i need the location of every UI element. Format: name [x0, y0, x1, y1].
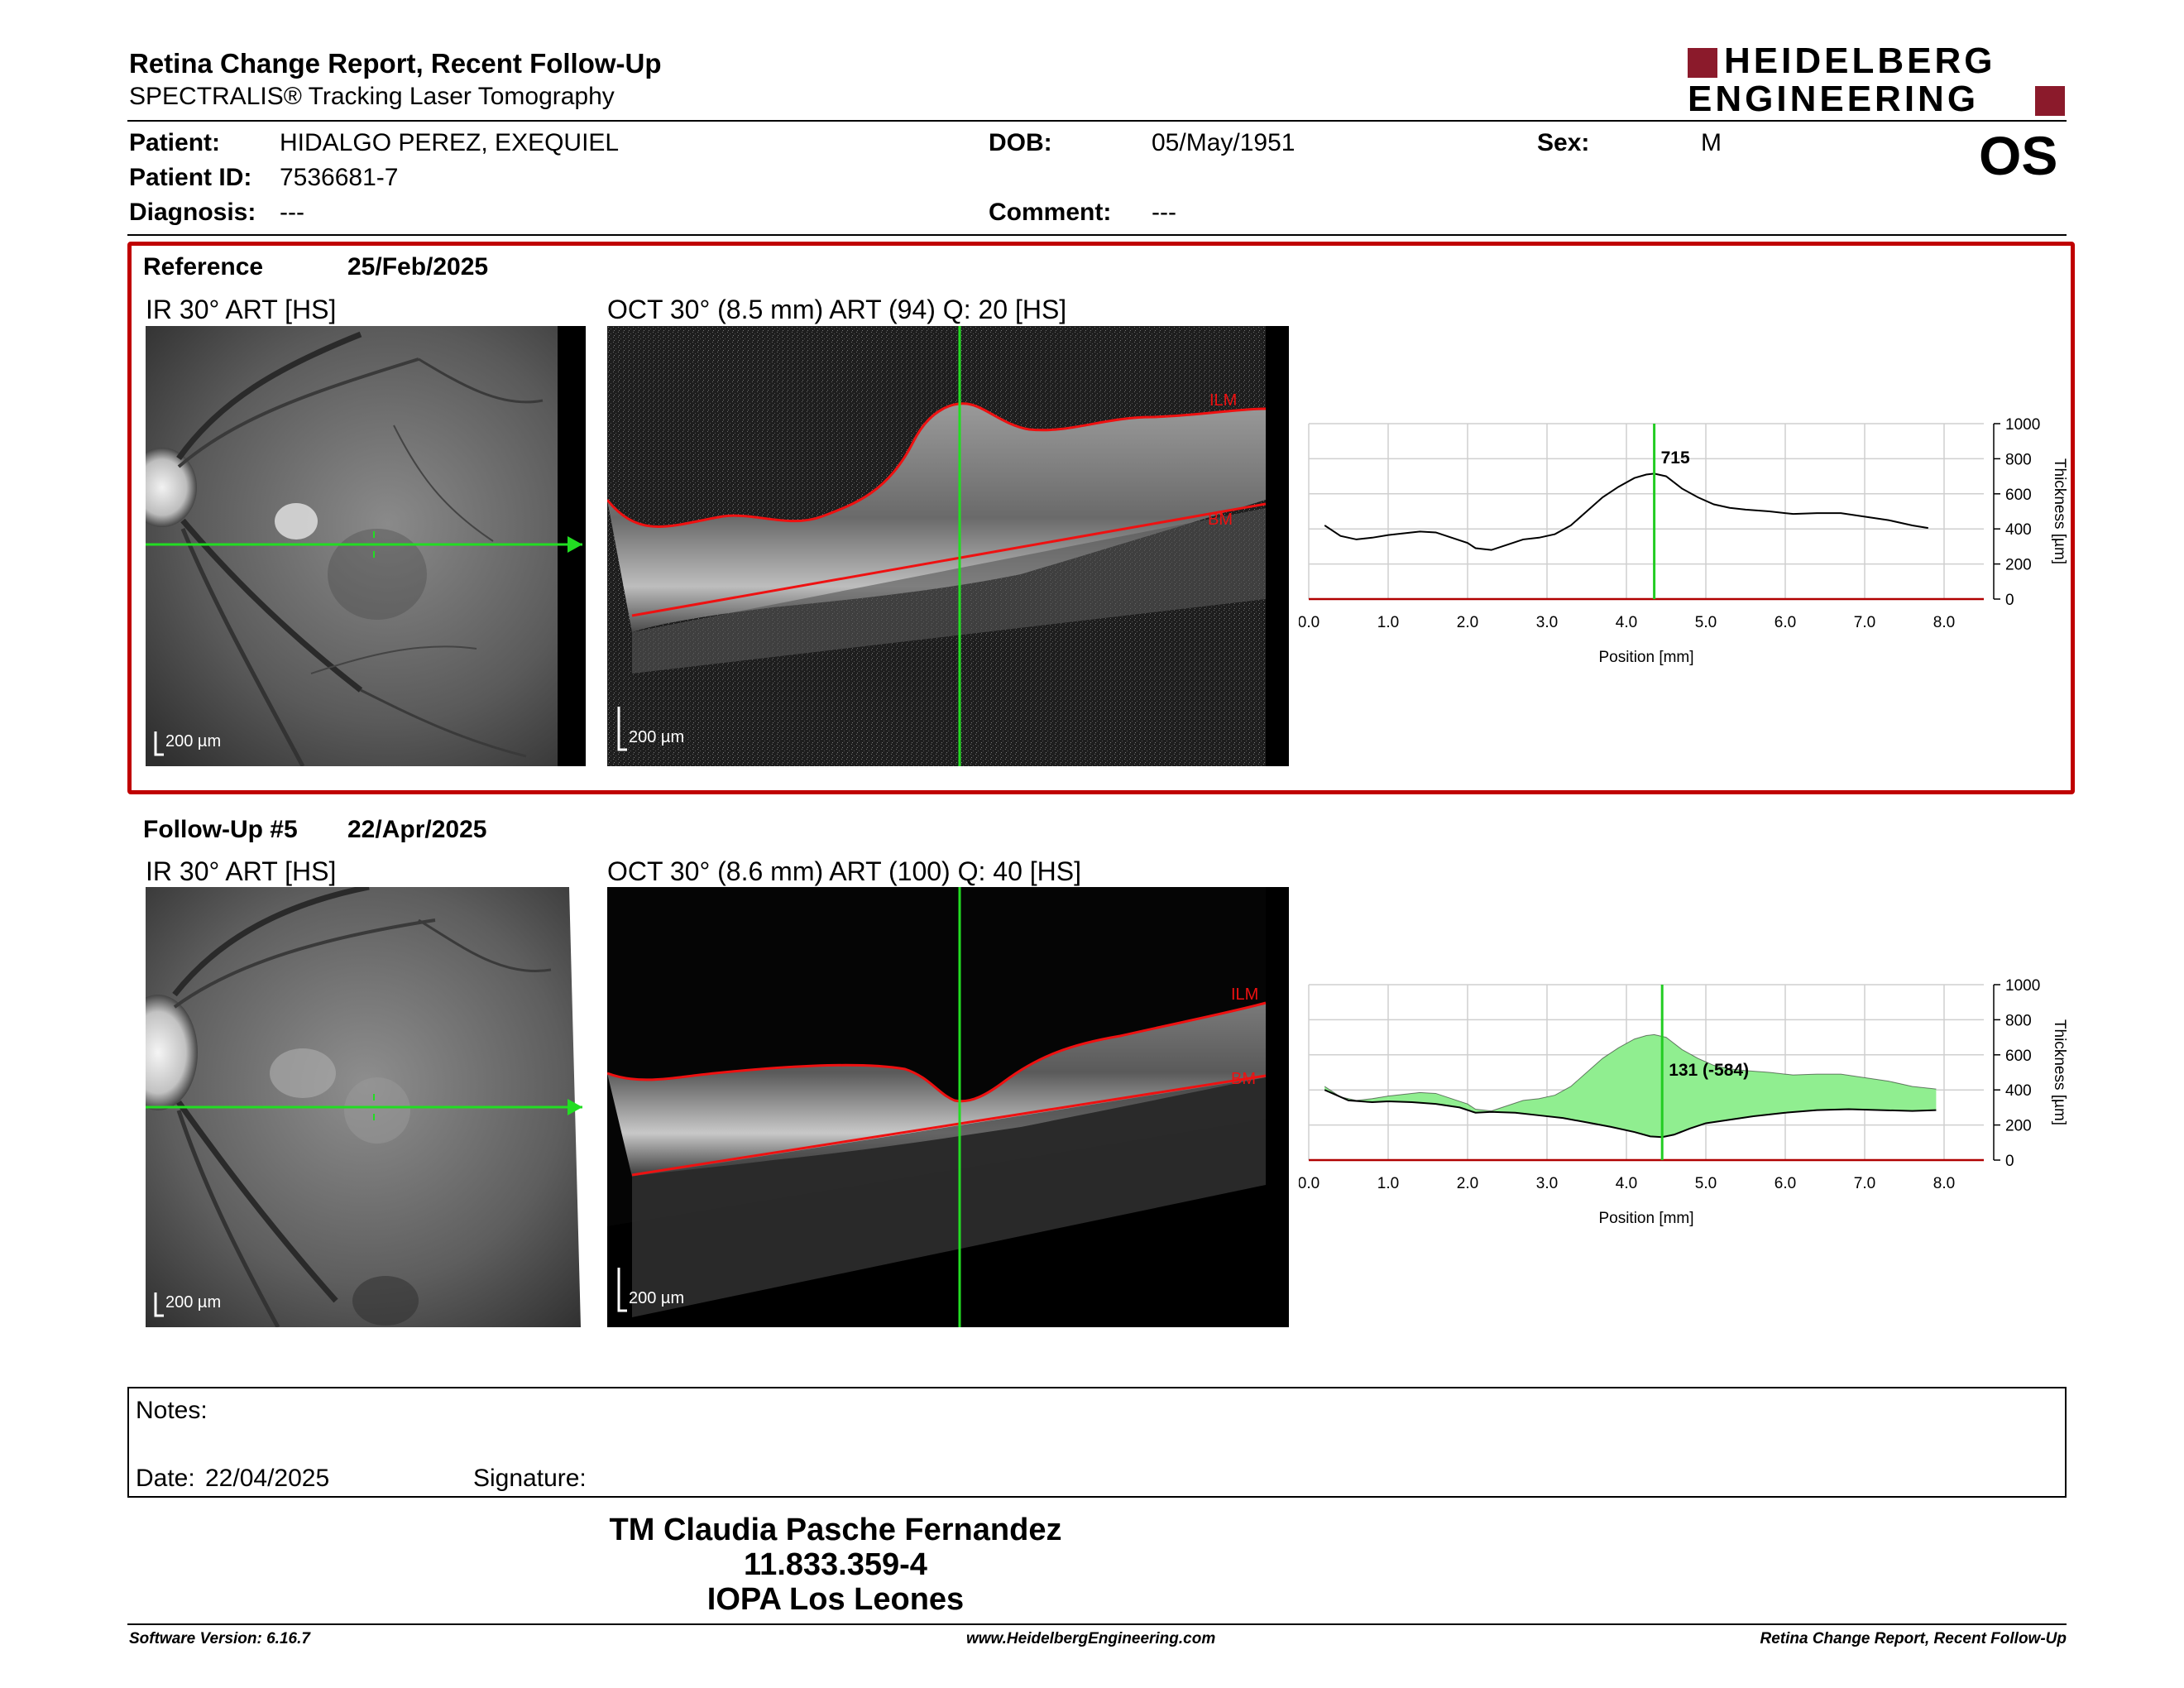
website-link[interactable]: www.HeidelbergEngineering.com: [966, 1630, 1216, 1647]
date-value: 22/04/2025: [205, 1465, 330, 1492]
date-label: Date:: [136, 1465, 195, 1492]
x-tick-label: 7.0: [1854, 1175, 1875, 1192]
x-tick-label: 3.0: [1536, 614, 1558, 631]
x-tick-label: 8.0: [1933, 1175, 1955, 1192]
x-tick-label: 2.0: [1457, 1175, 1478, 1192]
patient-id: 7536681-7: [280, 164, 399, 191]
y-tick-label: 600: [2005, 487, 2032, 504]
y-tick-label: 200: [2005, 557, 2032, 574]
reference-thickness-chart: 0 200 400 600 800 1000 0.0 1.0 2.0 3.0 4.0 5.0 6.0 7.…: [1299, 416, 2068, 666]
stamp-name: TM Claudia Pasche Fernandez: [609, 1513, 1062, 1547]
notes-label: Notes:: [136, 1397, 208, 1424]
y-tick-label: 200: [2005, 1118, 2032, 1135]
software-version: Software Version: 6.16.7: [129, 1630, 310, 1647]
marker-annotation: 131 (-584): [1669, 1061, 1749, 1080]
x-axis-label: Position [mm]: [1598, 649, 1693, 666]
dob-label: DOB:: [989, 129, 1052, 156]
y-tick-label: 400: [2005, 521, 2032, 539]
reference-frame: [127, 242, 2075, 794]
patient-id-label: Patient ID:: [129, 164, 252, 191]
reference-label: Reference: [143, 253, 264, 281]
x-tick-label: 7.0: [1854, 614, 1875, 631]
x-tick-label: 3.0: [1536, 1175, 1558, 1192]
x-tick-label: 5.0: [1695, 1175, 1717, 1192]
diagnosis-label: Diagnosis:: [129, 199, 256, 226]
y-axis-label: Thickness [µm]: [2051, 458, 2068, 564]
x-tick-label: 5.0: [1695, 614, 1717, 631]
stamp-id: 11.833.359-4: [744, 1547, 927, 1582]
x-tick-label: 1.0: [1377, 1175, 1399, 1192]
y-tick-label: 600: [2005, 1048, 2032, 1065]
reference-ir-title: IR 30° ART [HS]: [146, 295, 337, 324]
followup-oct-scale: 200 µm: [629, 1289, 684, 1307]
reference-ilm-label: ILM: [1209, 391, 1237, 410]
reference-oct-title: OCT 30° (8.5 mm) ART (94) Q: 20 [HS]: [607, 295, 1067, 324]
y-tick-label: 800: [2005, 1012, 2032, 1029]
report-subtitle: SPECTRALIS® Tracking Laser Tomography: [129, 83, 615, 110]
followup-ir-image: 200 µm: [146, 887, 586, 1327]
reference-oct-image: ILM BM 200 µm: [607, 326, 1289, 766]
followup-oct-title: OCT 30° (8.6 mm) ART (100) Q: 40 [HS]: [607, 856, 1081, 886]
difference-area: [1324, 1034, 1937, 1138]
report-title: Retina Change Report, Recent Follow-Up: [129, 48, 662, 79]
comment-value: ---: [1152, 199, 1176, 226]
dob-value: 05/May/1951: [1152, 129, 1296, 156]
comment-label: Comment:: [989, 199, 1112, 226]
y-tick-label: 800: [2005, 451, 2032, 468]
reference-ir-image: 200 µm: [146, 326, 586, 766]
thickness-line: [1324, 472, 1928, 551]
x-tick-label: 8.0: [1933, 614, 1955, 631]
sex-label: Sex:: [1537, 129, 1590, 156]
signature-label: Signature:: [473, 1465, 587, 1492]
reference-ir-scale: 200 µm: [165, 732, 221, 750]
footer-report-name: Retina Change Report, Recent Follow-Up: [1760, 1630, 2067, 1647]
marker-annotation: 715: [1661, 448, 1690, 468]
x-tick-label: 0.0: [1299, 614, 1320, 631]
notes-box: Notes: Date: 22/04/2025 Signature:: [127, 1387, 2067, 1498]
followup-thickness-line: [1324, 1089, 1937, 1139]
followup-thickness-chart: 0 200 400 600 800 1000 0.0 1.0 2.0 3.0 4.0 5.0 6.0 7.…: [1299, 977, 2068, 1227]
heidelberg-logo: HEIDELBERG ENGINEERING: [1688, 41, 2068, 119]
sex-value: M: [1701, 129, 1722, 156]
followup-date: 22/Apr/2025: [347, 816, 487, 843]
followup-ir-scale: 200 µm: [165, 1293, 221, 1312]
x-tick-label: 6.0: [1774, 614, 1796, 631]
followup-ir-title: IR 30° ART [HS]: [146, 856, 337, 886]
y-tick-label: 400: [2005, 1082, 2032, 1100]
reference-bm-label: BM: [1208, 511, 1233, 529]
x-axis-label: Position [mm]: [1598, 1210, 1693, 1227]
x-tick-label: 1.0: [1377, 614, 1399, 631]
y-tick-label: 0: [2005, 592, 2014, 609]
patient-label: Patient:: [129, 129, 221, 156]
x-tick-label: 0.0: [1299, 1175, 1320, 1192]
patient-name: HIDALGO PEREZ, EXEQUIEL: [280, 129, 620, 156]
eye-label: OS: [1979, 125, 2058, 186]
stamp-institution: IOPA Los Leones: [706, 1582, 965, 1617]
y-tick-label: 0: [2005, 1153, 2014, 1170]
followup-oct-image: ILM BM 200 µm: [607, 887, 1289, 1327]
x-tick-label: 6.0: [1774, 1175, 1796, 1192]
followup-bm-label: BM: [1231, 1070, 1256, 1088]
y-tick-label: 1000: [2005, 416, 2040, 434]
x-tick-label: 2.0: [1457, 614, 1478, 631]
reference-date: 25/Feb/2025: [347, 253, 489, 281]
y-tick-label: 1000: [2005, 977, 2040, 995]
reference-oct-scale: 200 µm: [629, 728, 684, 746]
x-tick-label: 4.0: [1616, 614, 1637, 631]
x-tick-label: 4.0: [1616, 1175, 1637, 1192]
reference-thickness-line: [1324, 1033, 1937, 1112]
diagnosis-value: ---: [280, 199, 304, 226]
y-axis-label: Thickness [µm]: [2051, 1019, 2068, 1125]
followup-label: Follow-Up #5: [143, 816, 298, 843]
followup-ilm-label: ILM: [1231, 985, 1258, 1004]
